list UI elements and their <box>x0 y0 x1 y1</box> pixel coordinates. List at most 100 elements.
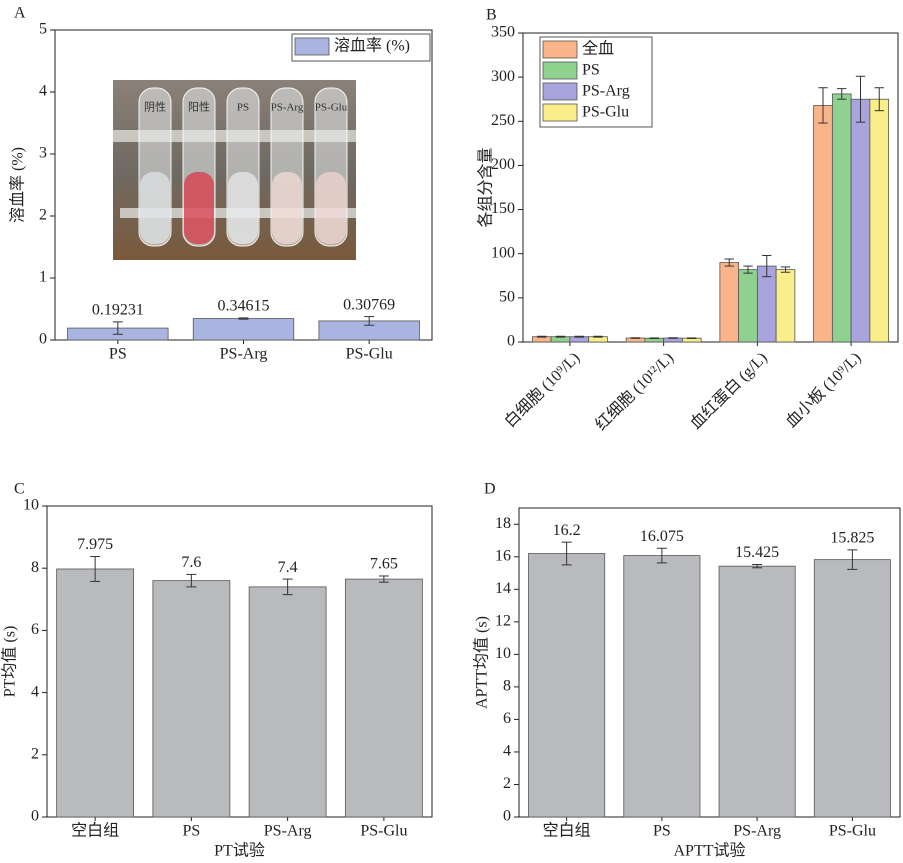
bar <box>57 569 134 817</box>
bar <box>851 99 870 342</box>
bar <box>814 560 890 817</box>
legend-label: PS-Arg <box>582 83 630 100</box>
inset-label: PS <box>237 102 249 114</box>
y-tick-label: 5 <box>39 21 47 38</box>
y-tick-label: 2 <box>503 775 511 792</box>
y-tick-label: 0 <box>503 808 511 825</box>
x-tick-label: 白细胞 (10⁹/L) <box>501 349 583 431</box>
bar <box>345 579 422 817</box>
x-tick-label: PS <box>182 823 200 840</box>
legend-label: PS <box>582 62 600 79</box>
x-tick-label: PS-Arg <box>220 346 268 363</box>
x-tick-label: PS-Glu <box>346 346 393 363</box>
legend-label: 全血 <box>582 40 614 58</box>
y-tick-label: 14 <box>495 580 511 597</box>
x-axis-label: APTT试验 <box>673 842 745 860</box>
y-tick-label: 300 <box>491 68 515 85</box>
y-tick-label: 2 <box>31 745 39 762</box>
bar <box>249 587 326 817</box>
data-label: 15.425 <box>735 544 779 561</box>
y-tick-label: 100 <box>491 244 515 261</box>
x-tick-label: PS-Arg <box>264 823 312 840</box>
data-label: 15.825 <box>830 530 874 547</box>
y-tick-label: 250 <box>491 112 515 129</box>
inset-label: PS-Arg <box>271 102 304 114</box>
y-axis-label: PT均值 (s) <box>1 626 19 698</box>
y-tick-label: 4 <box>503 743 511 760</box>
panel-label: C <box>14 481 25 498</box>
bar <box>193 319 294 340</box>
data-label: 16.2 <box>553 522 581 539</box>
legend-swatch <box>543 62 577 79</box>
error-bar <box>650 338 659 339</box>
y-tick-label: 350 <box>491 24 515 41</box>
x-tick-label: PS-Glu <box>360 823 407 840</box>
y-tick-label: 16 <box>495 547 511 564</box>
data-label: 7.65 <box>370 556 398 573</box>
y-tick-label: 10 <box>23 497 39 514</box>
error-bar <box>687 338 696 339</box>
x-tick-label: PS-Glu <box>829 823 876 840</box>
x-tick-label: PS <box>109 346 127 363</box>
y-tick-label: 8 <box>31 559 39 576</box>
x-tick-label: 空白组 <box>71 822 119 840</box>
y-tick-label: 0 <box>507 333 515 350</box>
y-tick-label: 0 <box>39 331 47 348</box>
y-tick-label: 2 <box>39 207 47 224</box>
error-bar <box>537 336 546 337</box>
inset-label: 阳性 <box>188 100 210 114</box>
y-tick-label: 6 <box>31 621 39 638</box>
y-tick-label: 18 <box>495 515 511 532</box>
bar <box>832 94 851 342</box>
tube-content <box>184 172 214 244</box>
y-tick-label: 8 <box>503 678 511 695</box>
legend-swatch <box>543 104 577 121</box>
error-bar <box>631 338 640 339</box>
data-label: 0.30769 <box>343 296 395 313</box>
legend-swatch <box>543 83 577 100</box>
inset-label: PS-Glu <box>315 102 348 114</box>
y-tick-label: 6 <box>503 710 511 727</box>
data-label: 0.34615 <box>218 298 270 315</box>
bar <box>153 581 230 817</box>
x-tick-label: 血红蛋白 (g/L) <box>687 349 771 433</box>
bar <box>757 266 776 342</box>
data-label: 0.19231 <box>92 302 144 319</box>
panel-label: D <box>484 481 496 498</box>
x-tick-label: PS-Arg <box>733 823 781 840</box>
tube-content <box>228 172 258 244</box>
y-axis-label: 各组分含量 <box>477 147 495 227</box>
x-axis-label: PT试验 <box>214 842 265 860</box>
bar <box>870 99 889 342</box>
x-tick-label: PS <box>653 823 671 840</box>
panel-label: B <box>486 7 497 24</box>
bar <box>739 270 758 342</box>
bar <box>529 554 605 817</box>
legend-label: 溶血率 (%) <box>334 37 410 55</box>
y-tick-label: 1 <box>39 269 47 286</box>
legend-swatch <box>543 41 577 58</box>
data-label: 7.975 <box>77 536 113 553</box>
bar <box>814 105 833 342</box>
data-label: 16.075 <box>640 528 684 545</box>
data-label: 7.6 <box>181 554 201 571</box>
y-tick-label: 12 <box>495 613 511 630</box>
y-tick-label: 3 <box>39 145 47 162</box>
inset-label: 阴性 <box>144 100 166 114</box>
y-tick-label: 4 <box>39 83 47 100</box>
tube-content <box>316 172 346 244</box>
bar <box>624 556 700 817</box>
data-label: 7.4 <box>278 559 298 576</box>
tube-content <box>140 172 170 244</box>
figure: A阴性阳性PSPS-ArgPS-Glu012345溶血率 (%)PSPS-Arg… <box>0 0 903 863</box>
tube-content <box>272 172 302 244</box>
x-tick-label: 红细胞 (10¹²/L) <box>592 349 677 434</box>
bar <box>720 263 739 342</box>
y-tick-label: 50 <box>499 289 515 306</box>
y-axis-label: 溶血率 (%) <box>9 147 27 223</box>
legend-swatch <box>295 38 329 55</box>
y-axis-label: APTT均值 (s) <box>473 616 491 709</box>
error-bar <box>556 336 565 337</box>
x-tick-label: 空白组 <box>543 822 591 840</box>
bar <box>776 270 795 342</box>
